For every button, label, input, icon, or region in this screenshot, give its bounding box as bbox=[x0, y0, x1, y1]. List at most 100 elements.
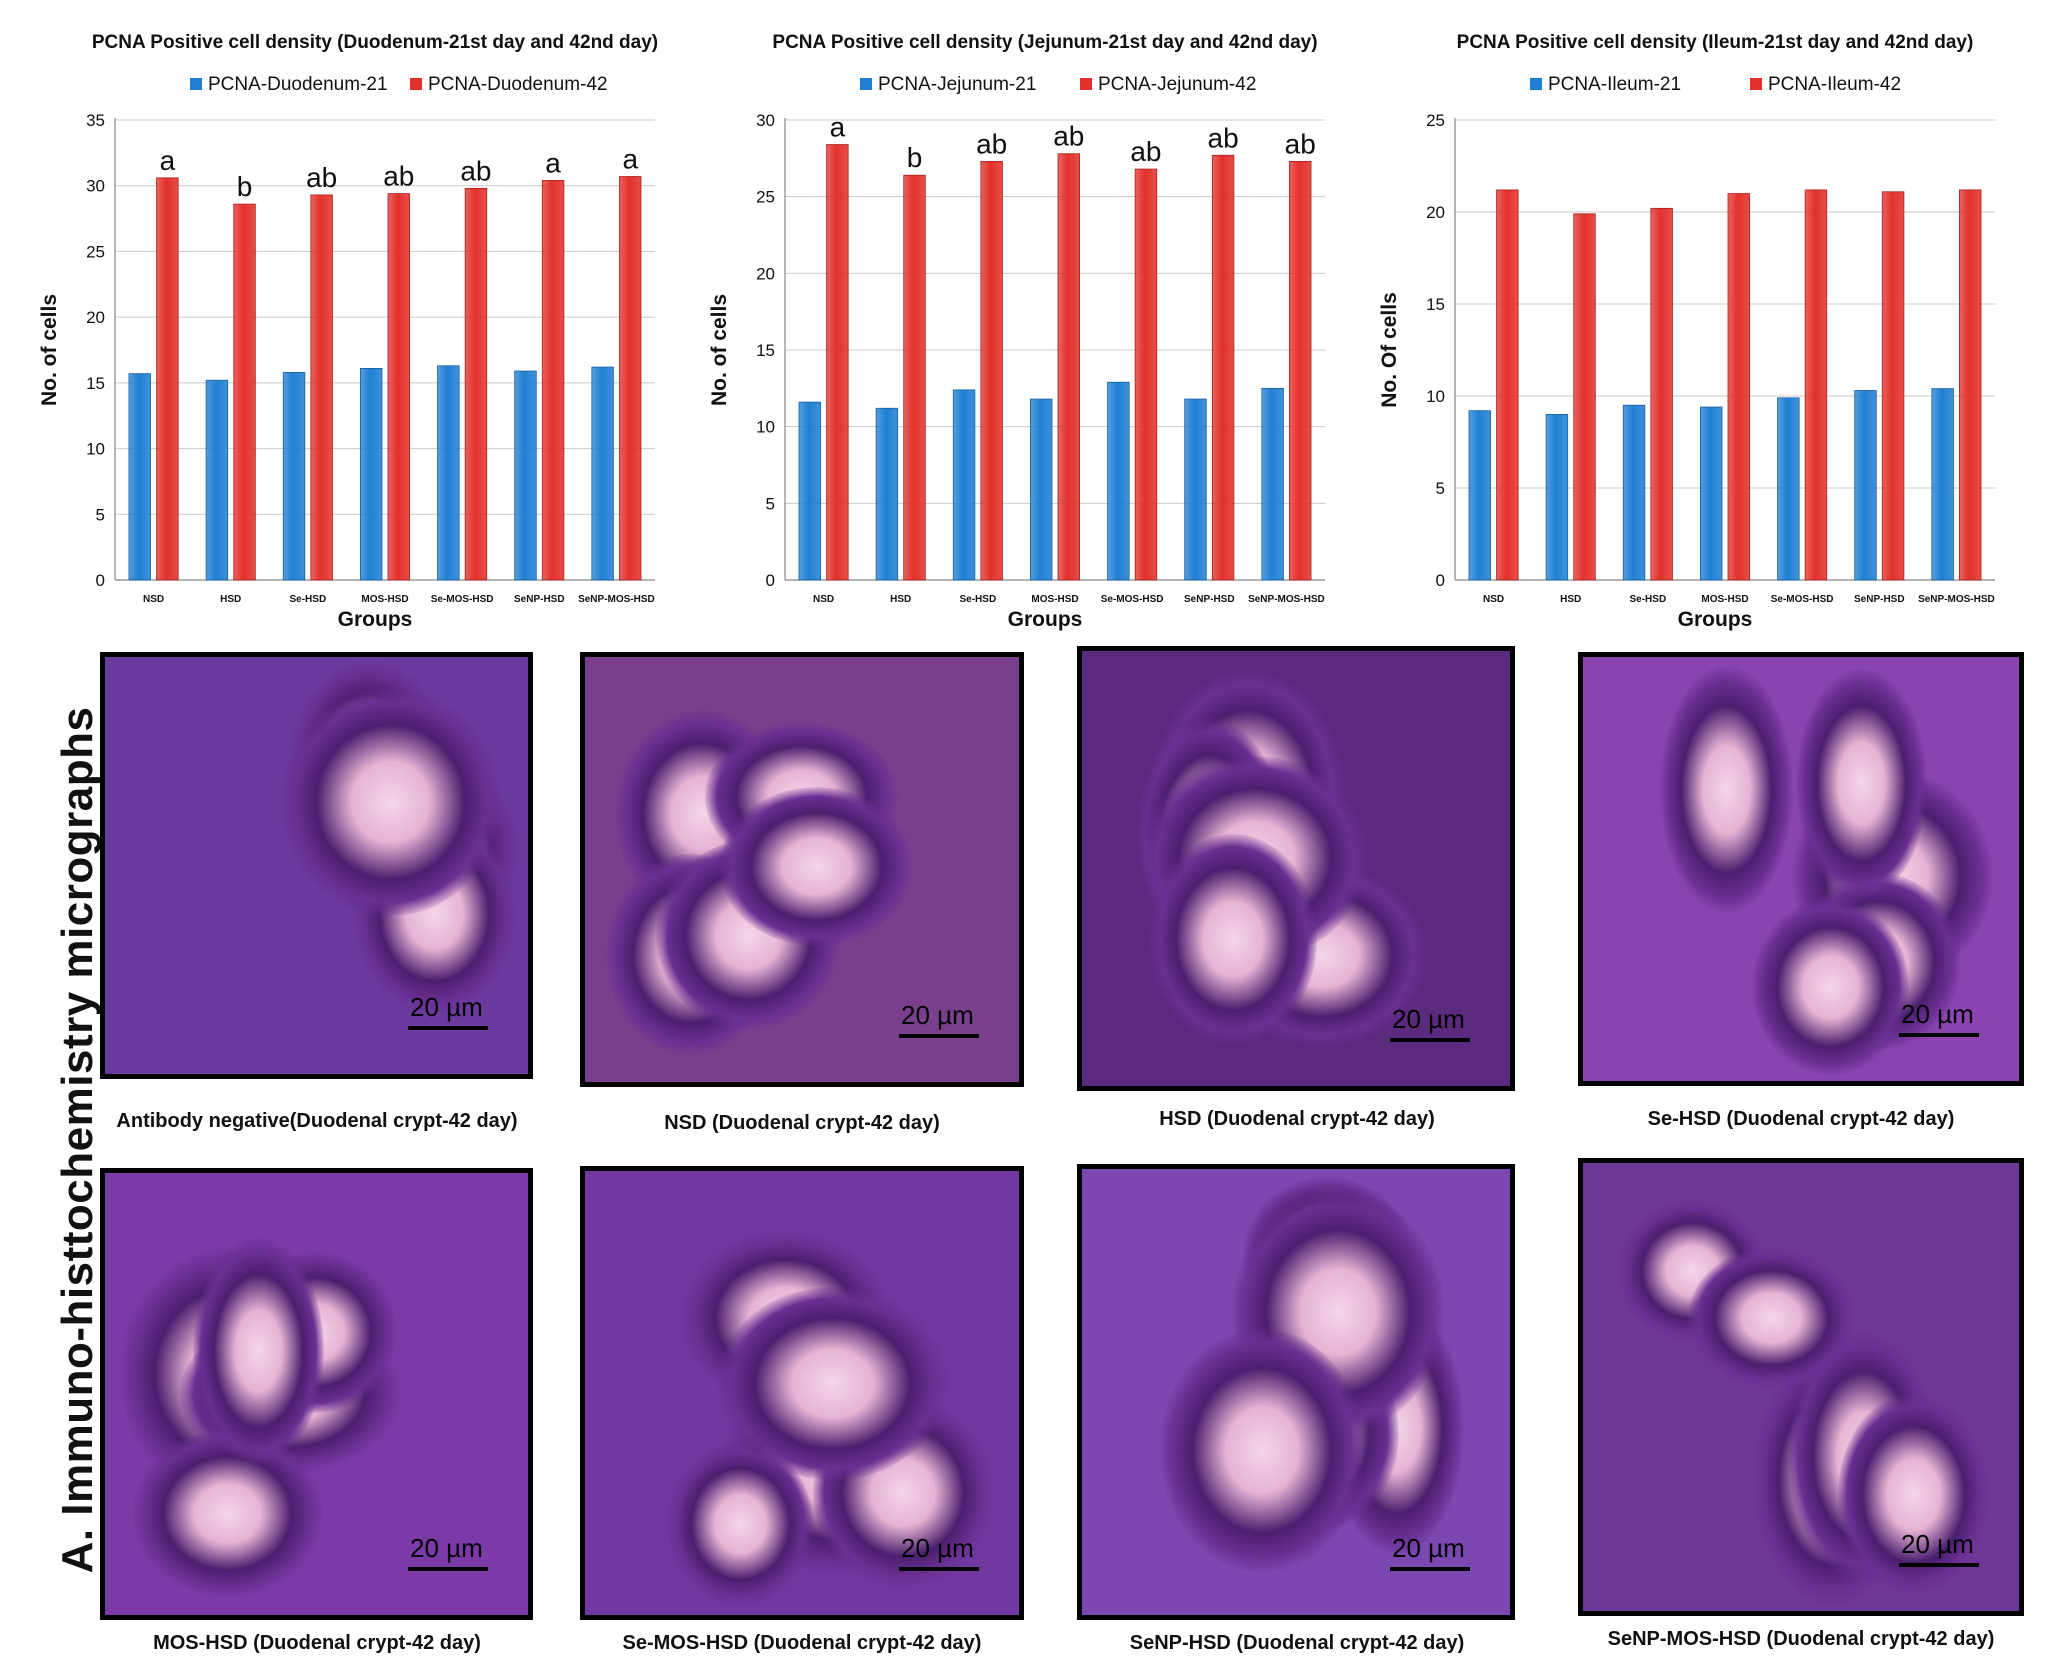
scale-bar bbox=[1899, 1033, 1979, 1037]
y-axis-title: No. of cells bbox=[708, 294, 731, 406]
y-tick-label: 25 bbox=[756, 188, 775, 207]
bar-pcna-ileum-42-mos-hsd bbox=[1727, 193, 1751, 581]
legend-label-pcna-duodenum-21: PCNA-Duodenum-21 bbox=[208, 74, 388, 95]
bar-pcna-jejunum-21-hsd bbox=[875, 407, 899, 581]
legend-label-pcna-ileum-42: PCNA-Ileum-42 bbox=[1768, 74, 1901, 95]
significance-label: a bbox=[545, 147, 561, 178]
bar-pcna-duodenum-21-se-mos-hsd bbox=[437, 365, 460, 581]
bar-pcna-jejunum-21-se-hsd bbox=[952, 389, 976, 581]
micrograph-nsd: 20 µm bbox=[580, 652, 1024, 1087]
x-tick-label-se-hsd: Se-HSD bbox=[290, 594, 327, 605]
bar-pcna-duodenum-42-senp-mos-hsd bbox=[619, 176, 642, 581]
bar-pcna-duodenum-21-hsd bbox=[205, 379, 229, 581]
bar-pcna-duodenum-21-mos-hsd bbox=[359, 367, 383, 581]
x-tick-label-mos-hsd: MOS-HSD bbox=[1031, 594, 1078, 605]
y-tick-label: 25 bbox=[86, 242, 105, 261]
bar-pcna-duodenum-21-senp-hsd bbox=[514, 370, 537, 581]
legend-swatch-pcna-ileum-21 bbox=[1530, 78, 1542, 90]
y-tick-label: 15 bbox=[86, 374, 105, 393]
scale-bar-label: 20 µm bbox=[410, 1533, 483, 1563]
tissue-crypt bbox=[281, 687, 501, 916]
significance-label: ab bbox=[383, 161, 414, 192]
x-axis-title: Groups bbox=[338, 608, 413, 631]
significance-label: b bbox=[237, 171, 253, 202]
legend-label-pcna-jejunum-42: PCNA-Jejunum-42 bbox=[1098, 74, 1256, 95]
legend-swatch-pcna-jejunum-42 bbox=[1080, 78, 1092, 90]
bar-pcna-ileum-42-se-hsd bbox=[1650, 207, 1673, 581]
micrograph-mos-hsd: 20 µm bbox=[100, 1168, 533, 1620]
scale-bar bbox=[899, 1034, 979, 1038]
x-tick-label-senp-hsd: SeNP-HSD bbox=[1854, 594, 1905, 605]
scale-bar-label: 20 µm bbox=[901, 1000, 974, 1030]
y-tick-label: 15 bbox=[1426, 295, 1445, 314]
x-axis-title: Groups bbox=[1008, 608, 1083, 631]
bar-pcna-ileum-42-nsd bbox=[1496, 189, 1519, 581]
tissue-crypt bbox=[719, 786, 914, 946]
bar-pcna-jejunum-42-mos-hsd bbox=[1057, 153, 1081, 581]
chart-svg: PCNA Positive cell density (Ileum-21st d… bbox=[1378, 32, 1995, 631]
y-tick-label: 25 bbox=[1426, 111, 1445, 130]
x-tick-label-hsd: HSD bbox=[220, 594, 241, 605]
significance-label: ab bbox=[1208, 122, 1239, 153]
bar-pcna-jejunum-21-senp-hsd bbox=[1184, 398, 1207, 581]
micrograph-senp-mos-hsd: 20 µm bbox=[1578, 1158, 2024, 1616]
bar-pcna-duodenum-21-nsd bbox=[128, 373, 151, 581]
caption-senp-hsd: SeNP-HSD (Duodenal crypt-42 day) bbox=[1129, 1632, 1465, 1654]
x-tick-label-senp-hsd: SeNP-HSD bbox=[514, 594, 565, 605]
bar-pcna-duodenum-42-senp-hsd bbox=[541, 180, 565, 581]
chart-svg: PCNA Positive cell density (Duodenum-21s… bbox=[38, 32, 658, 631]
bar-pcna-duodenum-42-se-hsd bbox=[310, 194, 333, 581]
scale-bar bbox=[408, 1026, 488, 1030]
tissue-crypt bbox=[133, 1429, 322, 1598]
scale-bar bbox=[1899, 1563, 1979, 1567]
bar-pcna-duodenum-21-se-hsd bbox=[282, 371, 306, 581]
caption-senp-mos-hsd: SeNP-MOS-HSD (Duodenal crypt-42 day) bbox=[1607, 1628, 1995, 1650]
caption-antibody-negative: Antibody negative(Duodenal crypt-42 day) bbox=[116, 1110, 518, 1132]
x-tick-label-mos-hsd: MOS-HSD bbox=[361, 594, 408, 605]
chart-ileum: PCNA Positive cell density (Ileum-21st d… bbox=[1370, 20, 2020, 635]
scale-bar bbox=[1390, 1038, 1470, 1042]
significance-label: ab bbox=[976, 128, 1007, 159]
tissue-crypt bbox=[1838, 1393, 1990, 1595]
scale-bar bbox=[1390, 1567, 1470, 1571]
caption-se-mos-hsd: Se-MOS-HSD (Duodenal crypt-42 day) bbox=[622, 1632, 982, 1654]
bar-pcna-ileum-21-nsd bbox=[1468, 410, 1491, 581]
micrograph-senp-hsd: 20 µm bbox=[1077, 1164, 1515, 1620]
bar-pcna-jejunum-42-senp-hsd bbox=[1211, 154, 1235, 581]
bar-pcna-ileum-21-hsd bbox=[1545, 413, 1569, 581]
y-tick-label: 0 bbox=[96, 571, 105, 590]
significance-label: ab bbox=[460, 155, 491, 186]
x-tick-label-se-mos-hsd: Se-MOS-HSD bbox=[1771, 594, 1834, 605]
caption-hsd: HSD (Duodenal crypt-42 day) bbox=[1159, 1108, 1435, 1130]
significance-label: ab bbox=[1130, 136, 1161, 167]
bar-pcna-duodenum-42-mos-hsd bbox=[387, 193, 411, 581]
y-tick-label: 5 bbox=[766, 494, 775, 513]
legend-label-pcna-duodenum-42: PCNA-Duodenum-42 bbox=[428, 74, 608, 95]
bar-pcna-ileum-42-se-mos-hsd bbox=[1804, 189, 1828, 581]
tissue-crypt bbox=[1159, 1328, 1364, 1572]
bar-pcna-jejunum-42-hsd bbox=[903, 174, 926, 581]
x-tick-label-hsd: HSD bbox=[1560, 594, 1581, 605]
tissue-crypt bbox=[1688, 1247, 1855, 1388]
significance-label: a bbox=[160, 145, 176, 176]
legend-swatch-pcna-ileum-42 bbox=[1750, 78, 1762, 90]
significance-label: a bbox=[622, 144, 638, 175]
legend-label-pcna-ileum-21: PCNA-Ileum-21 bbox=[1548, 74, 1681, 95]
bar-pcna-jejunum-21-se-mos-hsd bbox=[1107, 381, 1130, 581]
bar-pcna-jejunum-21-mos-hsd bbox=[1029, 398, 1053, 581]
y-tick-label: 10 bbox=[756, 418, 775, 437]
x-tick-label-mos-hsd: MOS-HSD bbox=[1701, 594, 1748, 605]
legend-swatch-pcna-duodenum-42 bbox=[410, 78, 422, 90]
scale-bar-label: 20 µm bbox=[1392, 1533, 1465, 1563]
significance-label: ab bbox=[306, 162, 337, 193]
x-tick-label-se-hsd: Se-HSD bbox=[960, 594, 997, 605]
bar-pcna-ileum-21-senp-mos-hsd bbox=[1931, 388, 1954, 581]
bar-pcna-jejunum-42-se-hsd bbox=[980, 160, 1003, 581]
significance-label: ab bbox=[1053, 121, 1084, 152]
x-tick-label-senp-mos-hsd: SeNP-MOS-HSD bbox=[1918, 594, 1995, 605]
y-tick-label: 10 bbox=[86, 440, 105, 459]
significance-label: b bbox=[907, 142, 923, 173]
scale-bar bbox=[899, 1567, 979, 1571]
bar-pcna-jejunum-21-nsd bbox=[798, 401, 821, 581]
bar-pcna-duodenum-42-nsd bbox=[156, 177, 179, 581]
